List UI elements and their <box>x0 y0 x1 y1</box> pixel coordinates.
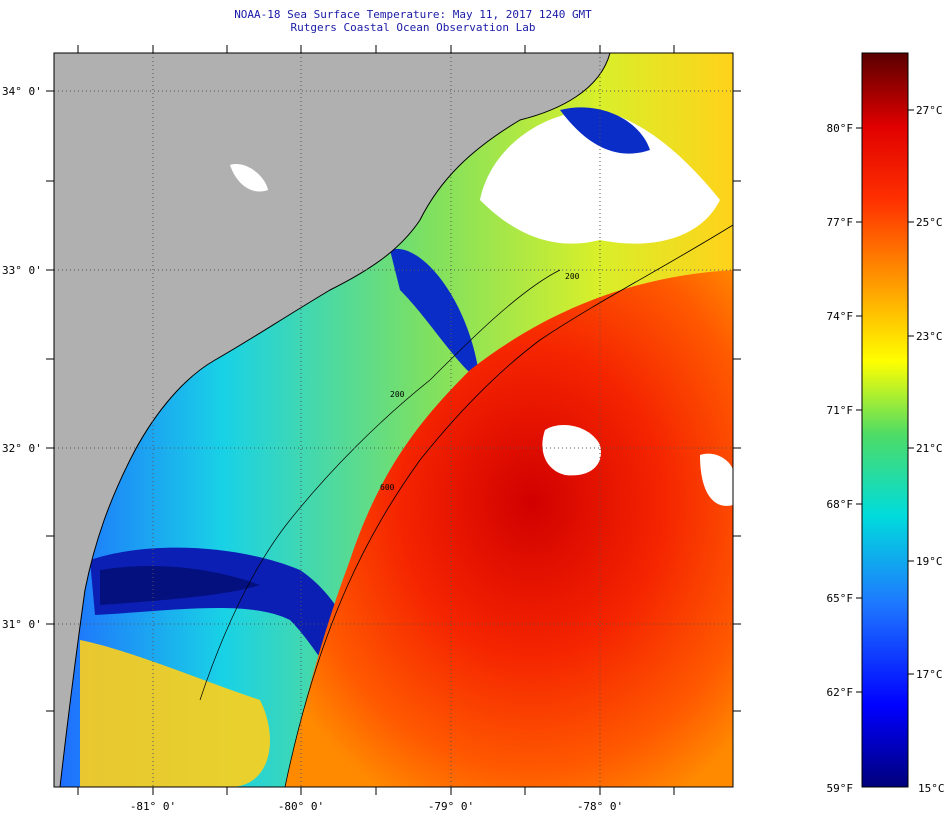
colorbar-f-label: 80°F <box>827 122 854 135</box>
colorbar-c-label: 27°C <box>916 104 943 117</box>
isobath-600 <box>284 224 733 787</box>
lon-label-80: -80° 0' <box>278 800 324 813</box>
colorbar-c-label: 17°C <box>916 668 943 681</box>
map-frame <box>53 52 734 788</box>
colorbar-c-label: 21°C <box>916 442 943 455</box>
map-title: NOAA-18 Sea Surface Temperature: May 11,… <box>234 8 592 21</box>
cloud-north <box>480 110 720 244</box>
colorbar-f-ticks <box>856 109 914 693</box>
cloud-inland <box>230 164 268 192</box>
colorbar-c-label: 23°C <box>916 330 943 343</box>
cloud-eddy <box>542 425 601 476</box>
cold-streak <box>390 248 480 380</box>
contour-label: 200 <box>390 390 405 399</box>
lat-label-32: 32° 0' <box>2 442 42 455</box>
colorbar-f-label: 68°F <box>827 498 854 511</box>
colorbar-f-label: 62°F <box>827 686 854 699</box>
contour-label: 200 <box>565 272 580 281</box>
coastline <box>59 53 611 787</box>
cloud-east <box>700 453 733 506</box>
lon-label-78: -78° 0' <box>577 800 623 813</box>
colorbar-c-label: 15°C <box>918 782 944 795</box>
colorbar-f-label: 71°F <box>827 404 854 417</box>
gulf-stream <box>285 270 733 787</box>
lat-label-33: 33° 0' <box>2 264 42 277</box>
axis-ticks <box>46 45 741 795</box>
colorbar-c-label: 25°C <box>916 216 943 229</box>
cold-core <box>100 565 260 605</box>
map-subtitle: Rutgers Coastal Ocean Observation Lab <box>290 21 536 34</box>
colorbar-f-label: 65°F <box>827 592 854 605</box>
warm-shore <box>80 640 270 787</box>
contour-label: 600 <box>380 483 395 492</box>
north-blue <box>560 107 650 154</box>
colorbar-f-label: 74°F <box>827 310 854 323</box>
lon-label-81: -81° 0' <box>130 800 176 813</box>
lat-label-34: 34° 0' <box>2 85 42 98</box>
land <box>54 53 610 787</box>
colorbar-c-label: 19°C <box>916 555 943 568</box>
colorbar <box>861 52 909 788</box>
lat-label-31: 31° 0' <box>2 618 42 631</box>
colorbar-f-label: 77°F <box>827 216 854 229</box>
lon-label-79: -79° 0' <box>428 800 474 813</box>
isobath-200 <box>199 269 561 701</box>
colorbar-f-label: 59°F <box>827 782 854 795</box>
